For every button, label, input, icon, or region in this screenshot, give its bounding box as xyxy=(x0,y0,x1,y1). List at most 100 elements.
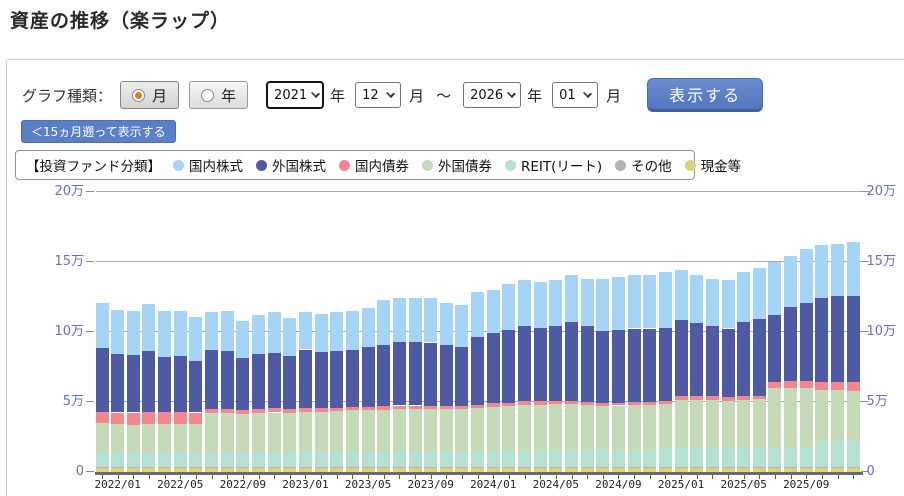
bar-segment xyxy=(799,447,813,468)
bar-segment xyxy=(424,467,438,468)
bar-segment xyxy=(330,407,344,412)
start-month-select[interactable]: 12 xyxy=(355,82,402,108)
start-year-value: 2021 xyxy=(274,87,308,103)
bar-segment xyxy=(220,467,234,468)
bar-segment xyxy=(705,448,719,468)
bar-segment xyxy=(314,351,328,409)
bar-segment xyxy=(486,406,500,451)
bar-segment xyxy=(455,406,469,409)
bar-segment xyxy=(439,451,453,468)
bar-segment xyxy=(784,255,798,307)
legend-dot-icon xyxy=(684,159,696,171)
bar-segment xyxy=(189,316,203,361)
bar-segment xyxy=(95,302,109,349)
bar-segment xyxy=(690,396,704,400)
bar-segment xyxy=(189,360,203,413)
bar-segment xyxy=(518,326,532,402)
bar-segment xyxy=(565,450,578,468)
graph-type-month-radio[interactable]: 月 xyxy=(120,81,180,109)
bar-segment xyxy=(252,413,265,454)
bar-segment xyxy=(831,467,845,472)
bar-segment xyxy=(784,306,798,381)
bar-segment xyxy=(611,449,625,468)
end-month-value: 01 xyxy=(559,87,576,103)
x-tick xyxy=(133,475,135,479)
bar-segment xyxy=(627,404,641,450)
back-15-months-button[interactable]: ＜15ヵ月遡って表示する xyxy=(21,120,176,143)
legend-item: 外国株式 xyxy=(256,155,326,175)
x-tick xyxy=(837,475,839,479)
bar-segment xyxy=(611,402,625,406)
bar-segment xyxy=(220,409,234,414)
end-month-select[interactable]: 01 xyxy=(552,82,599,108)
bar-segment xyxy=(361,347,375,407)
bar-segment xyxy=(596,467,610,472)
graph-type-label: グラフ種類： xyxy=(22,86,113,105)
start-month-unit: 月 xyxy=(409,86,425,105)
x-axis-label: 2022/01 xyxy=(94,478,141,491)
bar-segment xyxy=(518,401,532,405)
bar-segment xyxy=(721,400,735,449)
bar-segment xyxy=(189,467,203,472)
bar-segment xyxy=(580,404,594,450)
bar-segment xyxy=(596,406,610,450)
bar-segment xyxy=(627,328,641,402)
bar-segment xyxy=(298,408,312,412)
show-button[interactable]: 表示する xyxy=(647,78,764,112)
bar-segment xyxy=(784,447,798,468)
bar-segment xyxy=(330,467,344,472)
graph-type-year-radio[interactable]: 年 xyxy=(189,81,249,109)
bar-segment xyxy=(627,402,641,405)
bar-segment xyxy=(314,452,328,468)
bar-segment xyxy=(173,411,187,424)
bar-segment xyxy=(345,311,359,351)
bar-segment xyxy=(658,327,672,402)
bar-segment xyxy=(392,467,406,472)
bar-segment xyxy=(173,453,187,468)
legend-label: その他 xyxy=(631,159,672,175)
bar-segment xyxy=(533,401,547,405)
bar-segment xyxy=(439,302,453,346)
y-axis-label-right: 5万 xyxy=(866,394,888,409)
bar-segment xyxy=(330,467,344,468)
x-tick xyxy=(540,475,542,479)
bar-segment xyxy=(799,381,813,388)
end-year-select[interactable]: 2026 xyxy=(463,82,522,108)
bar-segment xyxy=(111,467,125,472)
bar-segment xyxy=(471,404,485,409)
bar-segment xyxy=(752,467,766,472)
bar-segment xyxy=(565,404,578,451)
bar-segment xyxy=(455,305,469,348)
x-tick xyxy=(681,475,683,479)
chart-area: 0 0 5万 5万 10万 10万 15万 15万 20万 20万 2022/01 2022/05 20… xyxy=(0,184,904,496)
bar-segment xyxy=(549,326,563,401)
bar-segment xyxy=(345,467,359,468)
bar-segment xyxy=(173,467,187,468)
bar-segment xyxy=(627,467,641,468)
bar-segment xyxy=(846,441,860,468)
bar-segment xyxy=(267,467,281,468)
bar-segment xyxy=(611,405,625,450)
radio-selected-icon xyxy=(132,88,146,102)
bar-segment xyxy=(95,467,109,468)
bar-segment xyxy=(392,297,406,342)
bar-segment xyxy=(486,467,500,468)
bar-segment xyxy=(267,467,281,472)
bar-segment xyxy=(283,355,297,409)
x-tick xyxy=(258,475,260,479)
fund-legend: 【投資ファンド分類】 国内株式 外国株式 国内債券 外国債券 REIT(リート) その他 現… xyxy=(15,150,741,180)
page-title: 資産の推移（楽ラップ） xyxy=(10,10,231,32)
legend-label: 国内債券 xyxy=(355,159,409,175)
bar-segment xyxy=(298,312,312,350)
bar-segment xyxy=(142,424,156,454)
bar-segment xyxy=(424,342,438,407)
bar-segment xyxy=(361,308,375,348)
bar-segment xyxy=(502,284,516,330)
bar-segment xyxy=(189,453,203,468)
bar-segment xyxy=(721,280,735,329)
start-year-select[interactable]: 2021 xyxy=(266,81,325,109)
bar-segment xyxy=(252,467,265,468)
y-axis-label-left: 20万 xyxy=(54,184,84,199)
x-tick xyxy=(634,475,636,479)
bar-segment xyxy=(674,320,688,396)
